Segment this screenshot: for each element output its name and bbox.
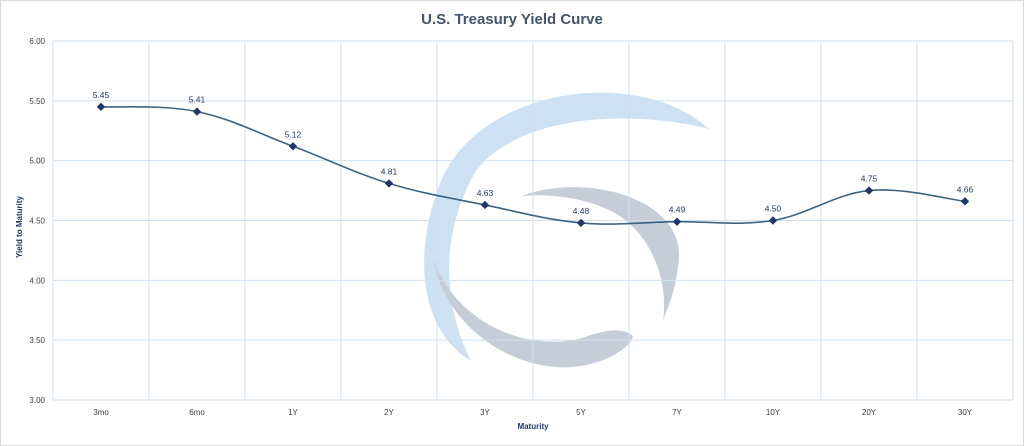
data-label: 5.45: [93, 90, 110, 100]
data-label: 4.49: [669, 205, 686, 215]
x-tick-label: 7Y: [672, 408, 682, 417]
data-markers: [96, 102, 970, 228]
data-point-marker: [288, 142, 298, 151]
data-point-marker: [960, 197, 970, 206]
data-point-marker: [192, 107, 202, 116]
x-tick-label: 3Y: [480, 408, 490, 417]
data-labels: 5.45 5.41 5.12 4.81 4.63 4.48 4.49 4.50 4.75 4.66: [93, 90, 974, 216]
y-axis-title: Yield to Maturity: [15, 195, 24, 257]
data-point-marker: [768, 216, 778, 225]
data-point-marker: [96, 102, 106, 112]
y-axis-ticks: 3.00 3.50 4.00 4.50 5.00 5.50 6.00: [29, 37, 45, 405]
data-label: 4.81: [381, 166, 398, 176]
x-axis-ticks: 3mo 6mo 1Y 2Y 3Y 5Y 7Y 10Y 20Y 30Y: [93, 408, 973, 417]
x-tick-label: 2Y: [384, 408, 394, 417]
data-point-marker: [672, 217, 682, 226]
x-tick-label: 10Y: [766, 408, 781, 417]
data-label: 4.66: [957, 184, 974, 194]
gridlines: [52, 40, 1014, 401]
chart-title: U.S. Treasury Yield Curve: [421, 11, 603, 28]
watermark-blue-arc: [424, 92, 709, 361]
x-tick-label: 6mo: [189, 408, 205, 417]
y-tick-label: 5.00: [29, 157, 45, 166]
watermark-logo: [424, 92, 709, 368]
watermark-gray-arc: [521, 187, 680, 321]
x-tick-label: 30Y: [958, 408, 973, 417]
x-axis-title: Maturity: [517, 422, 549, 431]
data-point-marker: [384, 179, 394, 188]
data-point-marker: [864, 186, 874, 195]
data-label: 4.50: [765, 204, 782, 214]
data-label: 5.41: [189, 95, 206, 105]
y-tick-label: 3.50: [29, 336, 45, 345]
x-tick-label: 1Y: [288, 408, 298, 417]
x-tick-label: 20Y: [862, 408, 877, 417]
data-point-marker: [480, 200, 490, 210]
y-tick-label: 4.00: [29, 276, 45, 285]
data-label: 4.75: [861, 174, 878, 184]
y-tick-label: 6.00: [29, 37, 45, 46]
y-tick-label: 3.00: [29, 396, 45, 405]
data-label: 5.12: [285, 129, 302, 139]
x-tick-label: 5Y: [576, 408, 586, 417]
data-label: 4.48: [573, 206, 590, 216]
y-tick-label: 5.50: [29, 97, 45, 106]
data-label: 4.63: [477, 188, 494, 198]
data-point-marker: [576, 218, 586, 228]
series-line: [100, 106, 966, 225]
y-tick-label: 4.50: [29, 217, 45, 226]
x-tick-label: 3mo: [93, 408, 109, 417]
